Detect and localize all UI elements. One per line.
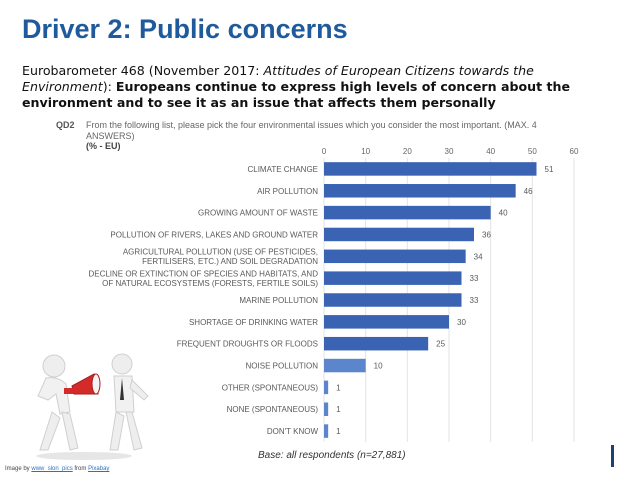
base-note: Base: all respondents (n=27,881) — [258, 450, 406, 461]
x-tick-label: 40 — [486, 147, 495, 156]
data-label: 30 — [457, 318, 466, 327]
intro-finding: Europeans continue to express high level… — [22, 79, 571, 110]
category-label: CLIMATE CHANGE — [247, 165, 318, 174]
image-credit: Image by www_slon_pics from Pixabay — [5, 466, 109, 472]
bar — [324, 271, 462, 285]
category-label: NONE (SPONTANEOUS) — [227, 405, 319, 414]
x-tick-label: 20 — [403, 147, 412, 156]
data-label: 51 — [545, 165, 554, 174]
intro-text: Eurobarometer 468 (November 2017: Attitu… — [22, 63, 582, 111]
credit-prefix: Image by — [5, 466, 32, 472]
data-label: 40 — [499, 209, 508, 218]
bar — [324, 402, 329, 416]
intro-survey-title: Attitudes of European Citizens towards t… — [22, 63, 534, 94]
data-label: 33 — [470, 296, 479, 305]
credit-author-link[interactable]: www_slon_pics — [31, 466, 73, 472]
data-label: 10 — [374, 362, 383, 371]
credit-mid: from — [72, 466, 89, 472]
bar — [324, 249, 466, 264]
bar — [324, 424, 329, 438]
x-tick-label: 50 — [528, 147, 537, 156]
data-label: 34 — [474, 252, 483, 261]
bar — [324, 227, 474, 242]
x-tick-label: 10 — [361, 147, 370, 156]
bar — [324, 380, 329, 395]
category-label: SHORTAGE OF DRINKING WATER — [189, 318, 318, 327]
intro-mid: ): — [102, 79, 116, 94]
data-label: 1 — [336, 427, 341, 436]
data-label: 25 — [436, 340, 445, 349]
credit-source-link[interactable]: Pixabay — [88, 466, 110, 472]
data-label: 1 — [336, 383, 341, 392]
bar — [324, 358, 366, 373]
x-tick-label: 30 — [445, 147, 454, 156]
question-unit: (% - EU) — [86, 141, 121, 151]
question-text: From the following list, please pick the… — [86, 120, 566, 152]
category-label: DON'T KNOW — [267, 427, 319, 436]
category-label: MARINE POLLUTION — [239, 296, 318, 305]
data-label: 36 — [482, 230, 491, 239]
category-label: AGRICULTURAL POLLUTION (USE OF PESTICIDE… — [123, 248, 318, 266]
data-label: 1 — [336, 405, 341, 414]
data-label: 46 — [524, 187, 533, 196]
bar — [324, 315, 449, 329]
data-label: 33 — [470, 274, 479, 283]
question-body: From the following list, please pick the… — [86, 120, 537, 141]
category-label: AIR POLLUTION — [257, 187, 318, 196]
bar — [324, 184, 516, 198]
category-label: OTHER (SPONTANEOUS) — [222, 383, 319, 392]
megaphone-figure-illustration — [36, 353, 149, 460]
x-tick-label: 60 — [570, 147, 579, 156]
category-label: FREQUENT DROUGHTS OR FLOODS — [177, 340, 318, 349]
category-label: DECLINE OR EXTINCTION OF SPECIES AND HAB… — [88, 269, 318, 288]
bar — [324, 293, 462, 307]
category-label: POLLUTION OF RIVERS, LAKES AND GROUND WA… — [110, 230, 318, 239]
category-label: NOISE POLLUTION — [246, 362, 319, 371]
slide-accent-bar — [611, 445, 614, 467]
bar — [324, 162, 537, 176]
bar — [324, 336, 429, 351]
category-label: GROWING AMOUNT OF WASTE — [198, 209, 318, 218]
x-tick-label: 0 — [322, 147, 327, 156]
bar — [324, 205, 491, 220]
page-title: Driver 2: Public concerns — [22, 14, 348, 44]
question-code: QD2 — [56, 120, 75, 130]
intro-prefix: Eurobarometer 468 (November 2017: — [22, 63, 264, 78]
